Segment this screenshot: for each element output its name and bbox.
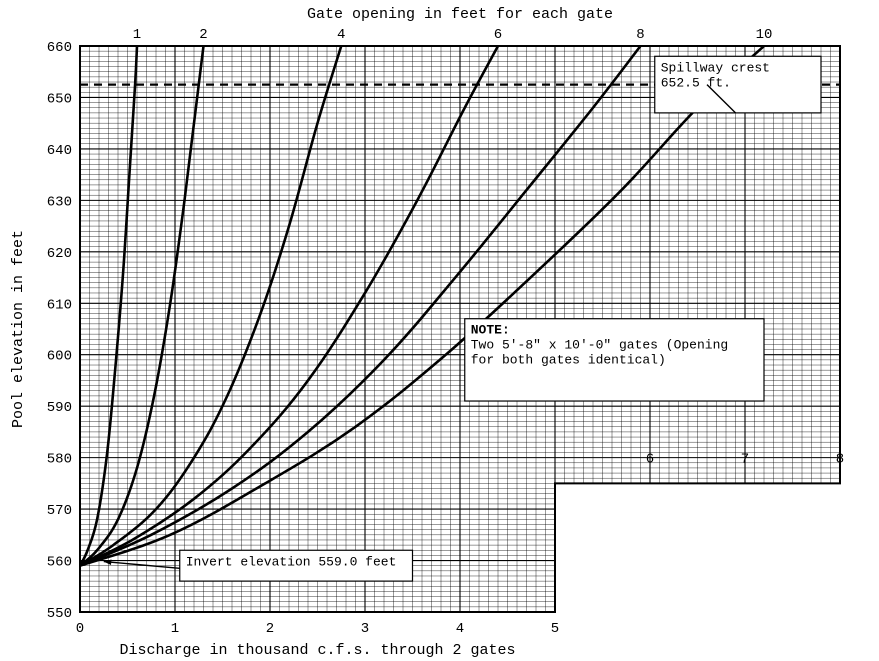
y-tick-label: 580: [47, 452, 72, 468]
y-tick-label: 600: [47, 349, 72, 365]
chart-container: { "chart": { "type": "line", "width": 87…: [0, 0, 879, 661]
y-tick-label: 620: [47, 246, 72, 262]
y-tick-label: 550: [47, 606, 72, 622]
gate-label: 6: [494, 27, 502, 43]
x-axis-title: Discharge in thousand c.f.s. through 2 g…: [119, 642, 515, 659]
y-tick-label: 660: [47, 40, 72, 56]
x-tick-label: 1: [171, 621, 179, 637]
y-tick-label: 560: [47, 555, 72, 571]
curve-gate-2: [80, 46, 204, 566]
gate-label: 4: [337, 27, 345, 43]
gate-label: 1: [133, 27, 141, 43]
x-tick-label-cutout: 8: [836, 452, 844, 468]
x-tick-label: 4: [456, 621, 464, 637]
chart-svg: 5505605705805906006106206306406506600123…: [0, 0, 879, 661]
gate-label: 8: [636, 27, 644, 43]
curve-gate-8: [80, 46, 641, 566]
x-tick-label: 5: [551, 621, 559, 637]
y-tick-label: 650: [47, 91, 72, 107]
curve-gate-4: [80, 46, 341, 566]
x-tick-label-cutout: 6: [646, 452, 654, 468]
annotation-spillway-text: 652.5 ft.: [661, 75, 731, 90]
annotation-invert-leader: [104, 562, 180, 569]
x-tick-label: 3: [361, 621, 369, 637]
y-tick-label: 610: [47, 297, 72, 313]
annotation-spillway-text: Spillway crest: [661, 60, 770, 75]
annotation-note-text: for both gates identical): [471, 353, 666, 368]
y-tick-label: 640: [47, 143, 72, 159]
annotation-invert-text: Invert elevation 559.0 feet: [186, 554, 397, 569]
y-axis-title: Pool elevation in feet: [10, 230, 27, 428]
y-tick-label: 630: [47, 194, 72, 210]
annotation-note-text: Two 5'-8" x 10'-0" gates (Opening: [471, 338, 728, 353]
y-tick-label: 590: [47, 400, 72, 416]
top-axis-title: Gate opening in feet for each gate: [307, 6, 613, 23]
x-tick-label: 0: [76, 621, 84, 637]
gate-label: 2: [199, 27, 207, 43]
y-tick-label: 570: [47, 503, 72, 519]
annotation-note-text: NOTE:: [471, 323, 510, 338]
x-tick-label-cutout: 7: [741, 452, 749, 468]
x-tick-label: 2: [266, 621, 274, 637]
gate-label: 10: [756, 27, 773, 43]
